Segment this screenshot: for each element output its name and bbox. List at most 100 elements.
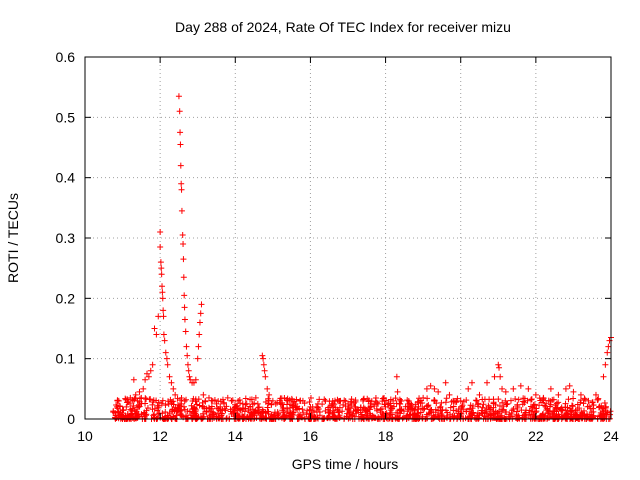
- noise-point: [206, 405, 213, 412]
- noise-point: [141, 411, 148, 418]
- noise-point: [169, 406, 176, 413]
- data-point: [427, 382, 434, 389]
- ticks-layer: 10 12 14 16 18 20 22 24 0 0.1 0.2 0.3 0.4 0.5 0.6: [56, 49, 619, 444]
- noise-point: [584, 403, 591, 410]
- noise-point: [177, 397, 184, 404]
- noise-point: [432, 406, 439, 413]
- noise-point: [181, 398, 188, 404]
- data-point: [172, 391, 179, 398]
- y-tick-label: 0.2: [56, 290, 76, 306]
- noise-point: [267, 414, 274, 421]
- noise-point: [463, 408, 470, 415]
- noise-point: [272, 400, 279, 407]
- data-point: [160, 331, 167, 338]
- noise-point: [437, 404, 444, 411]
- noise-point: [242, 401, 249, 408]
- noise-point: [387, 396, 394, 403]
- noise-point: [358, 413, 365, 420]
- noise-point: [499, 399, 506, 406]
- noise-point: [404, 412, 411, 419]
- noise-point: [587, 405, 594, 412]
- noise-point: [196, 402, 203, 409]
- noise-point: [336, 412, 343, 419]
- data-point: [163, 355, 170, 362]
- data-point: [159, 283, 166, 290]
- noise-point: [162, 408, 169, 415]
- noise-point: [524, 397, 531, 404]
- y-tick-label: 0.6: [56, 49, 76, 65]
- noise-point: [405, 397, 412, 404]
- data-point: [423, 385, 430, 392]
- noise-point: [245, 406, 252, 413]
- noise-point: [150, 397, 157, 404]
- data-point: [170, 385, 177, 392]
- data-point: [600, 373, 607, 380]
- noise-point: [562, 407, 569, 414]
- noise-point: [265, 397, 272, 404]
- data-point: [254, 400, 261, 407]
- grid-layer: [85, 57, 611, 419]
- noise-point: [113, 401, 120, 408]
- noise-point: [227, 408, 234, 415]
- noise-point: [114, 397, 121, 404]
- noise-point: [397, 407, 404, 414]
- noise-point: [124, 412, 131, 419]
- noise-point: [112, 412, 119, 419]
- noise-point: [114, 408, 121, 415]
- data-point: [394, 388, 401, 395]
- noise-point: [242, 395, 249, 402]
- noise-point: [202, 398, 209, 405]
- data-point: [562, 385, 569, 392]
- noise-point: [574, 406, 581, 413]
- noise-point: [194, 415, 201, 422]
- data-point: [160, 307, 167, 314]
- noise-point: [341, 397, 348, 404]
- noise-point: [533, 405, 540, 412]
- noise-point: [480, 401, 487, 408]
- noise-point: [540, 396, 547, 403]
- noise-point: [383, 397, 390, 404]
- data-point: [178, 207, 185, 214]
- noise-point: [595, 395, 602, 402]
- noise-point: [315, 405, 322, 412]
- noise-point: [342, 398, 349, 405]
- noise-point: [193, 401, 200, 408]
- data-point: [266, 391, 273, 398]
- data-point: [164, 361, 171, 368]
- noise-point: [210, 411, 217, 418]
- data-point: [228, 397, 235, 404]
- noise-point: [590, 408, 597, 415]
- noise-point: [330, 413, 337, 420]
- data-point: [145, 373, 152, 380]
- noise-point: [527, 403, 534, 410]
- noise-point: [531, 408, 538, 415]
- noise-point: [199, 415, 206, 422]
- noise-point: [379, 410, 386, 417]
- noise-point: [293, 404, 300, 411]
- noise-point: [536, 402, 543, 409]
- noise-point: [134, 412, 141, 419]
- data-point: [182, 328, 189, 335]
- data-point: [159, 295, 166, 302]
- noise-point: [127, 394, 134, 401]
- noise-point: [251, 400, 258, 407]
- noise-point: [199, 399, 206, 406]
- noise-point: [265, 400, 272, 407]
- noise-point: [223, 403, 230, 410]
- noise-point: [231, 401, 238, 408]
- noise-point: [158, 400, 165, 407]
- data-point: [177, 162, 184, 169]
- noise-point: [321, 396, 328, 403]
- noise-point: [557, 406, 564, 413]
- noise-point: [217, 398, 224, 405]
- noise-point: [388, 414, 395, 421]
- noise-point: [514, 401, 521, 408]
- data-point: [606, 337, 613, 344]
- noise-point: [372, 414, 379, 421]
- noise-point: [528, 396, 535, 403]
- noise-point: [554, 405, 561, 412]
- data-point: [151, 325, 158, 332]
- x-tick-label: 22: [528, 428, 544, 444]
- noise-point: [154, 415, 161, 422]
- data-point: [457, 397, 464, 404]
